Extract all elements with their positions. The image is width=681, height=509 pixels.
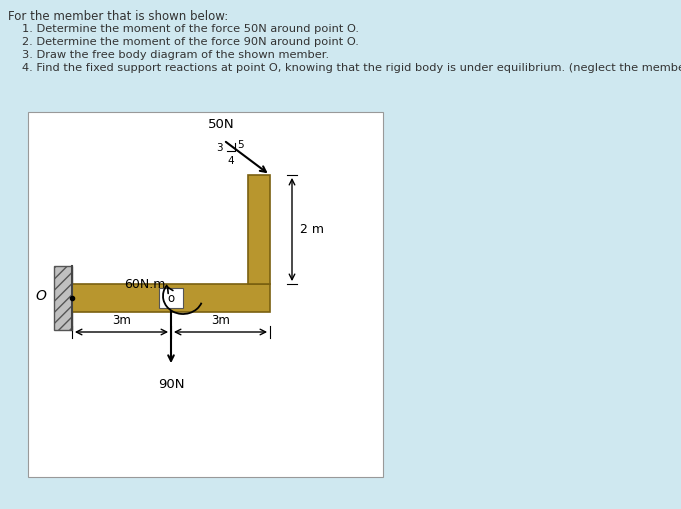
Bar — [72, 284, 270, 312]
Text: 4: 4 — [227, 156, 234, 166]
Text: 2 m: 2 m — [300, 223, 324, 236]
Text: 5: 5 — [238, 140, 244, 150]
Text: 4. Find the fixed support reactions at point O, knowing that the rigid body is u: 4. Find the fixed support reactions at p… — [22, 63, 681, 73]
Text: O: O — [35, 289, 46, 303]
Text: 3m: 3m — [211, 314, 230, 327]
Text: 60N.m: 60N.m — [125, 277, 165, 291]
Bar — [248, 175, 270, 284]
Bar — [54, 266, 72, 330]
Bar — [28, 112, 383, 477]
Text: 3: 3 — [216, 143, 223, 153]
Bar — [159, 288, 183, 308]
Text: 1. Determine the moment of the force 50N around point O.: 1. Determine the moment of the force 50N… — [22, 24, 359, 34]
Text: 3. Draw the free body diagram of the shown member.: 3. Draw the free body diagram of the sho… — [22, 50, 329, 60]
Text: For the member that is shown below:: For the member that is shown below: — [8, 10, 228, 23]
Text: 2. Determine the moment of the force 90N around point O.: 2. Determine the moment of the force 90N… — [22, 37, 359, 47]
Text: 90N: 90N — [158, 378, 185, 391]
Text: 50N: 50N — [208, 118, 235, 131]
Text: 3m: 3m — [112, 314, 131, 327]
Text: o: o — [168, 292, 174, 304]
